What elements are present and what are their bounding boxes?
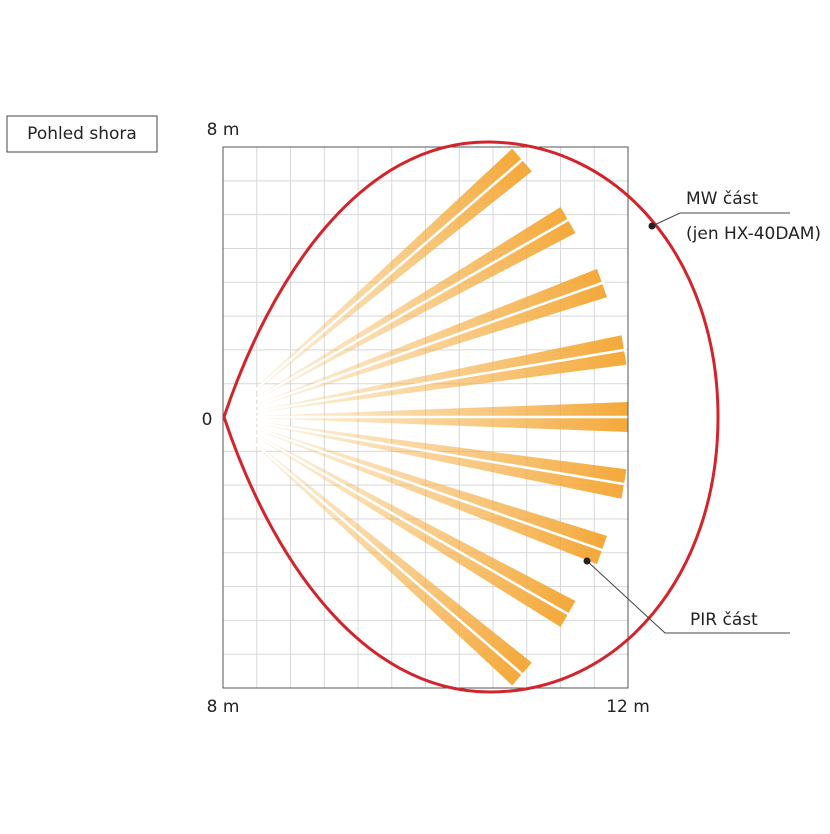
pir-beam (224, 268, 608, 417)
beam-gap (223, 415, 605, 552)
mw-outline (222, 140, 720, 694)
mw-label: MW část (686, 189, 759, 209)
axis-label: 0 (202, 410, 213, 430)
mw-label-note: (jen HX-40DAM) (686, 224, 821, 244)
pir-beam (224, 417, 576, 628)
pir-leader (586, 560, 790, 634)
pir-dot (583, 557, 591, 565)
beam-gap (223, 348, 627, 419)
axis-label: 8 m (207, 120, 240, 140)
beam-gap (223, 217, 571, 419)
beam-gap (223, 415, 627, 486)
mw-leader (651, 212, 790, 227)
pir-beam (224, 417, 627, 499)
pir-beam (224, 335, 627, 417)
beam-gap (223, 416, 525, 677)
pir-beam (224, 417, 607, 565)
pir-label: PIR část (690, 610, 758, 630)
mw-dot (648, 222, 656, 230)
beam-gap (223, 281, 605, 419)
beam-gap (223, 157, 525, 418)
beam-gap (223, 415, 571, 617)
axis-label: 12 m (606, 697, 650, 717)
pir-beam (224, 206, 576, 417)
axis-label: 8 m (207, 697, 240, 717)
pir-beams (223, 148, 630, 686)
label-box (6, 115, 158, 153)
label-box-text: Pohled shora (27, 124, 137, 144)
